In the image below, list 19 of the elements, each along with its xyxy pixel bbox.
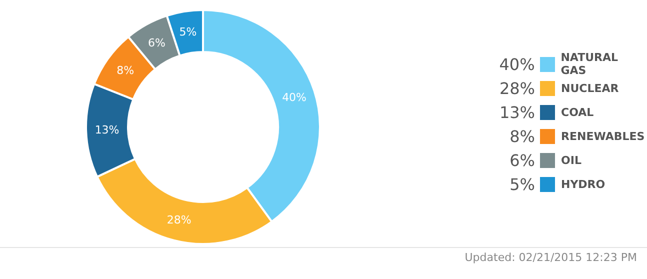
data-label: 8% [116,64,134,78]
text: 13% [499,102,535,122]
data-label: 13% [94,124,120,137]
text: 28% [499,78,535,98]
data-label: 28% [166,213,192,226]
legend-label: NATURAL GAS [560,51,620,77]
legend-label: HYDRO [561,178,606,190]
legend-label: COAL [561,106,594,118]
text: 8% [510,126,535,146]
legend-label: OIL [561,154,582,166]
text: 40% [499,54,535,74]
data-label: 6% [148,36,166,50]
legend-label: RENEWABLES [561,130,645,142]
data-label: 5% [179,26,197,39]
legend-label: NUCLEAR [561,82,619,94]
data-label: 40% [282,90,307,104]
text: Updated: 02/21/2015 12:23 PM [464,251,637,264]
text: 6% [510,150,535,170]
text: 5% [510,174,535,194]
